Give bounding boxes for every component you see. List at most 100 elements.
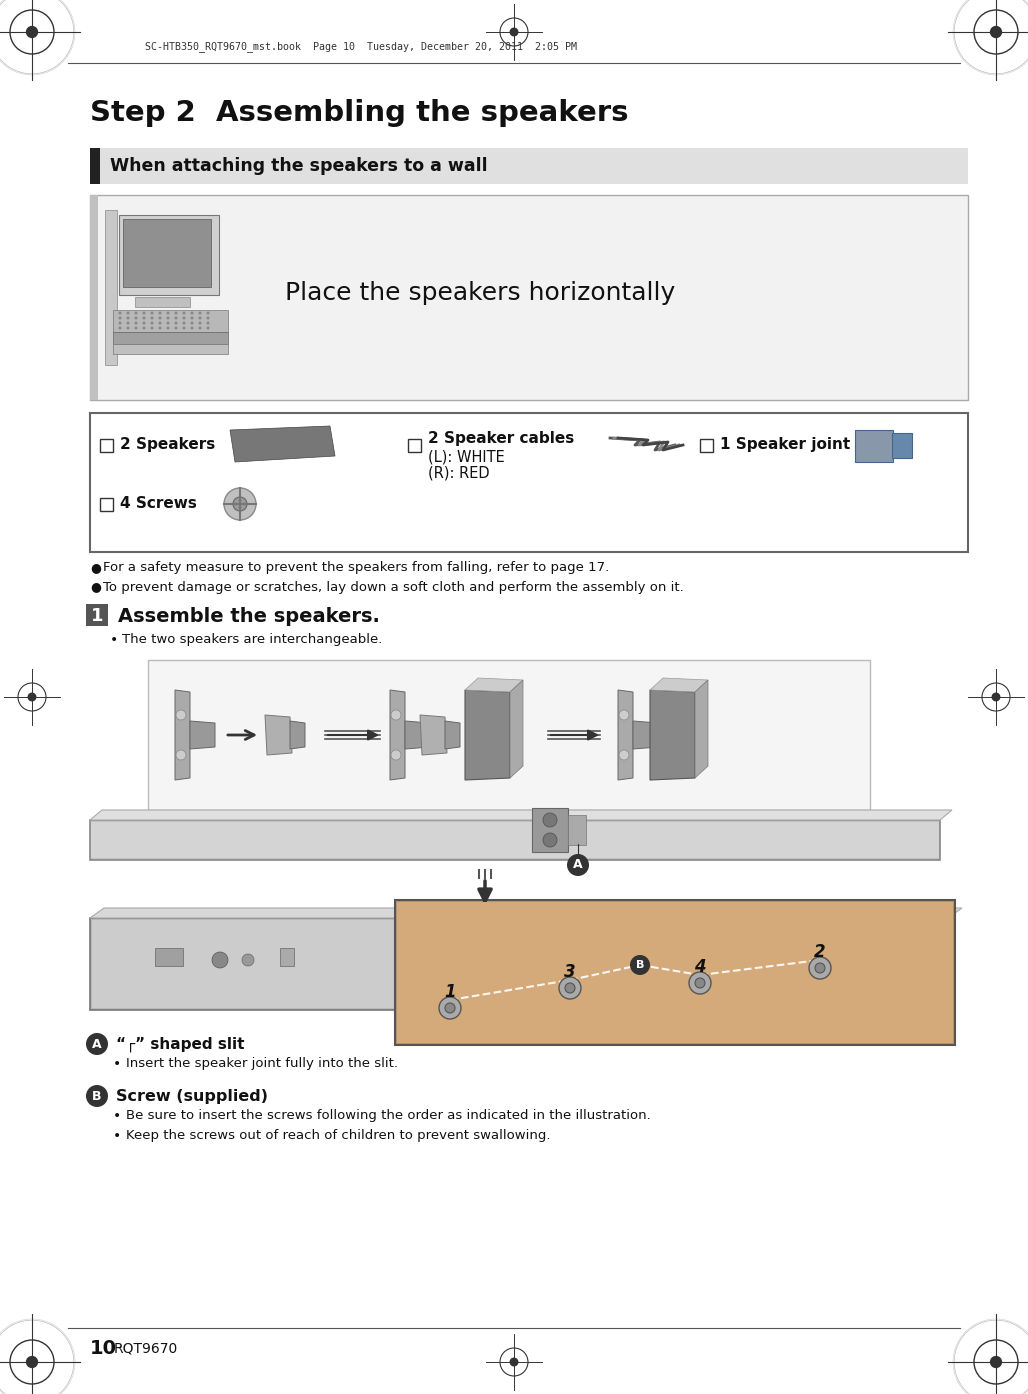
- Circle shape: [118, 322, 121, 325]
- Text: A: A: [574, 859, 583, 871]
- Text: For a safety measure to prevent the speakers from falling, refer to page 17.: For a safety measure to prevent the spea…: [103, 562, 610, 574]
- Circle shape: [990, 26, 1002, 38]
- Circle shape: [190, 326, 193, 329]
- Bar: [105, 210, 117, 365]
- Bar: [119, 215, 219, 296]
- Circle shape: [167, 322, 170, 325]
- Bar: [100, 498, 113, 510]
- Circle shape: [815, 963, 825, 973]
- Text: ●: ●: [90, 580, 101, 594]
- Circle shape: [689, 972, 711, 994]
- Bar: [148, 659, 870, 810]
- Circle shape: [439, 997, 461, 1019]
- Circle shape: [143, 316, 146, 319]
- Circle shape: [190, 316, 193, 319]
- Bar: [90, 148, 968, 184]
- Text: 10: 10: [90, 1338, 117, 1358]
- Text: 2: 2: [814, 942, 825, 960]
- Circle shape: [445, 1004, 455, 1013]
- Circle shape: [391, 750, 401, 760]
- Circle shape: [391, 710, 401, 719]
- Circle shape: [619, 750, 629, 760]
- Circle shape: [242, 953, 254, 966]
- Circle shape: [86, 1085, 108, 1107]
- Polygon shape: [420, 715, 447, 756]
- Text: (L): WHITE: (L): WHITE: [428, 449, 505, 464]
- Circle shape: [118, 316, 121, 319]
- Text: Insert the speaker joint fully into the slit.: Insert the speaker joint fully into the …: [126, 1058, 398, 1071]
- Bar: [113, 344, 228, 354]
- Circle shape: [158, 316, 161, 319]
- Bar: [700, 439, 713, 452]
- Text: SC-HTB350_RQT9670_mst.book  Page 10  Tuesday, December 20, 2011  2:05 PM: SC-HTB350_RQT9670_mst.book Page 10 Tuesd…: [145, 42, 577, 53]
- Text: When attaching the speakers to a wall: When attaching the speakers to a wall: [110, 158, 487, 176]
- Circle shape: [158, 322, 161, 325]
- Text: Step 2  Assembling the speakers: Step 2 Assembling the speakers: [90, 99, 628, 127]
- Text: •: •: [113, 1057, 121, 1071]
- Circle shape: [567, 855, 589, 875]
- Circle shape: [183, 322, 185, 325]
- Bar: [91, 920, 946, 1008]
- Circle shape: [543, 834, 557, 848]
- Text: The two speakers are interchangeable.: The two speakers are interchangeable.: [122, 633, 382, 647]
- Circle shape: [118, 326, 121, 329]
- Bar: [892, 434, 912, 459]
- Circle shape: [135, 322, 138, 325]
- Circle shape: [150, 322, 153, 325]
- Bar: [395, 901, 955, 1046]
- Text: (R): RED: (R): RED: [428, 466, 489, 481]
- Circle shape: [619, 710, 629, 719]
- Text: 1 Speaker joint: 1 Speaker joint: [720, 438, 850, 453]
- Circle shape: [510, 28, 518, 36]
- Bar: [90, 413, 968, 552]
- Circle shape: [28, 693, 36, 701]
- Polygon shape: [465, 690, 510, 781]
- Circle shape: [183, 316, 185, 319]
- Bar: [280, 948, 294, 966]
- Circle shape: [183, 311, 185, 315]
- Bar: [91, 822, 939, 857]
- Circle shape: [190, 311, 193, 315]
- Polygon shape: [650, 677, 708, 691]
- Circle shape: [543, 813, 557, 827]
- Circle shape: [992, 693, 1000, 701]
- Circle shape: [207, 322, 210, 325]
- Text: Screw (supplied): Screw (supplied): [116, 1089, 268, 1104]
- Text: 1: 1: [90, 606, 103, 625]
- Circle shape: [167, 326, 170, 329]
- Bar: [568, 815, 586, 845]
- Bar: [135, 297, 190, 307]
- Text: B: B: [93, 1090, 102, 1103]
- Polygon shape: [90, 907, 962, 919]
- Circle shape: [126, 326, 130, 329]
- Circle shape: [207, 311, 210, 315]
- Bar: [155, 948, 183, 966]
- Circle shape: [175, 326, 178, 329]
- Circle shape: [212, 952, 228, 967]
- Polygon shape: [90, 820, 940, 860]
- Bar: [90, 148, 100, 184]
- Circle shape: [559, 977, 581, 999]
- Text: 2 Speakers: 2 Speakers: [120, 438, 215, 453]
- Circle shape: [143, 322, 146, 325]
- Bar: [86, 604, 108, 626]
- Bar: [100, 439, 113, 452]
- Text: Place the speakers horizontally: Place the speakers horizontally: [285, 282, 675, 305]
- Text: A: A: [93, 1037, 102, 1051]
- Circle shape: [126, 322, 130, 325]
- Polygon shape: [190, 721, 215, 749]
- Circle shape: [175, 316, 178, 319]
- Polygon shape: [465, 677, 523, 691]
- Circle shape: [167, 316, 170, 319]
- Bar: [397, 902, 953, 1043]
- Circle shape: [630, 955, 650, 974]
- Circle shape: [126, 311, 130, 315]
- Circle shape: [990, 1356, 1002, 1368]
- Circle shape: [158, 326, 161, 329]
- Bar: [90, 195, 98, 400]
- Text: 3: 3: [564, 963, 576, 981]
- Polygon shape: [618, 690, 633, 781]
- Circle shape: [26, 26, 38, 38]
- Text: •: •: [110, 633, 118, 647]
- Text: Keep the screws out of reach of children to prevent swallowing.: Keep the screws out of reach of children…: [126, 1129, 551, 1143]
